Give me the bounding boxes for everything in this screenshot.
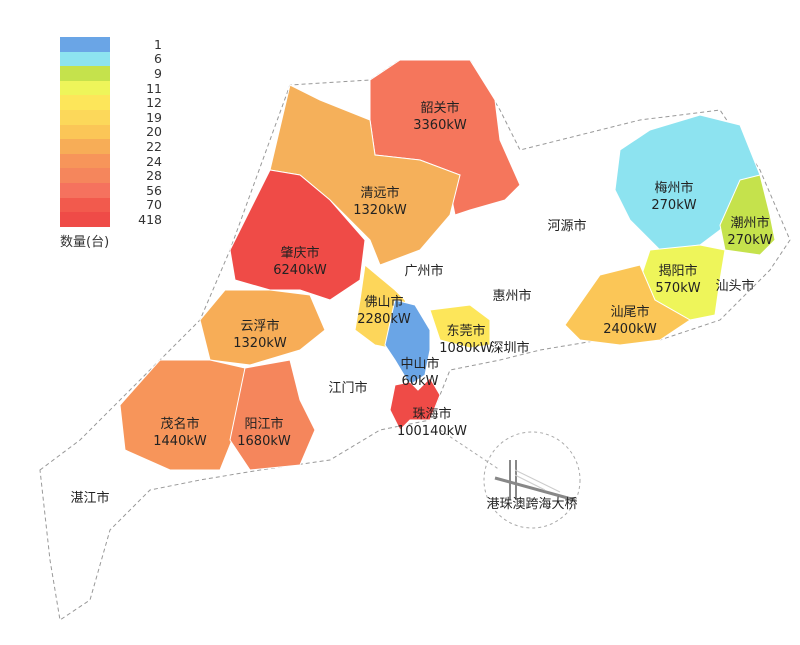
legend-value: 56 bbox=[146, 182, 162, 198]
legend-swatch bbox=[60, 139, 110, 154]
legend-item: 9 bbox=[60, 66, 162, 81]
legend: 1 6 9 11 12 19 20 22 24 28 56 70 418 数量(台) bbox=[60, 37, 162, 250]
region-value-label: 270kW bbox=[727, 233, 772, 248]
region-value-label: 1320kW bbox=[353, 203, 407, 218]
legend-item: 22 bbox=[60, 139, 162, 154]
legend-swatch bbox=[60, 168, 110, 183]
legend-value: 9 bbox=[154, 65, 162, 81]
legend-value: 24 bbox=[146, 153, 162, 169]
region-value-label: 1320kW bbox=[233, 336, 287, 351]
unfilled-region-label: 湛江市 bbox=[70, 490, 109, 506]
region-value-label: 570kW bbox=[655, 281, 700, 296]
region-value-label: 2400kW bbox=[603, 322, 657, 337]
region-name-label: 潮州市 bbox=[730, 215, 769, 231]
legend-value: 11 bbox=[146, 80, 162, 96]
region-name-label: 东莞市 bbox=[446, 323, 485, 339]
legend-value: 418 bbox=[138, 211, 162, 227]
legend-swatch bbox=[60, 95, 110, 110]
unfilled-region-label: 广州市 bbox=[404, 263, 443, 279]
region-value-label: 100140kW bbox=[397, 424, 467, 439]
legend-item: 24 bbox=[60, 154, 162, 169]
region-name-label: 茂名市 bbox=[160, 416, 199, 432]
region-name-label: 云浮市 bbox=[240, 318, 279, 334]
legend-value: 19 bbox=[146, 109, 162, 125]
region-name-label: 珠海市 bbox=[412, 406, 451, 422]
region-value-label: 1440kW bbox=[153, 434, 207, 449]
legend-swatch bbox=[60, 51, 110, 67]
region-3[interactable] bbox=[199, 289, 326, 366]
unfilled-region-label: 河源市 bbox=[547, 218, 586, 234]
legend-value: 1 bbox=[154, 36, 162, 52]
legend-item: 12 bbox=[60, 95, 162, 110]
bridge-label: 港珠澳跨海大桥 bbox=[486, 496, 577, 512]
region-5[interactable] bbox=[229, 359, 316, 471]
legend-value: 22 bbox=[146, 138, 162, 154]
legend-item: 70 bbox=[60, 197, 162, 213]
bridge-route-line bbox=[439, 429, 501, 471]
region-name-label: 揭阳市 bbox=[658, 263, 697, 279]
region-name-label: 梅州市 bbox=[654, 180, 693, 196]
region-8[interactable] bbox=[389, 377, 441, 431]
legend-swatch bbox=[60, 153, 110, 169]
legend-item: 19 bbox=[60, 110, 162, 125]
region-value-label: 1680kW bbox=[237, 434, 291, 449]
region-value-label: 3360kW bbox=[413, 118, 467, 133]
region-9[interactable] bbox=[429, 304, 491, 349]
legend-swatch bbox=[60, 197, 110, 213]
legend-swatch bbox=[60, 37, 110, 52]
region-name-label: 清远市 bbox=[360, 185, 399, 201]
unfilled-region-label: 汕头市 bbox=[715, 278, 754, 294]
legend-swatch bbox=[60, 109, 110, 125]
legend-swatch bbox=[60, 124, 110, 140]
legend-item: 1 bbox=[60, 37, 162, 52]
region-11[interactable] bbox=[719, 174, 776, 256]
legend-item: 11 bbox=[60, 81, 162, 96]
legend-item: 20 bbox=[60, 124, 162, 140]
legend-item: 6 bbox=[60, 51, 162, 67]
legend-value: 70 bbox=[146, 197, 162, 213]
legend-value: 12 bbox=[146, 95, 162, 111]
region-name-label: 佛山市 bbox=[364, 294, 403, 310]
legend-item: 28 bbox=[60, 168, 162, 183]
unfilled-region-label: 惠州市 bbox=[492, 288, 531, 304]
region-value-label: 60kW bbox=[402, 374, 439, 389]
region-7[interactable] bbox=[384, 299, 431, 386]
legend-value: 20 bbox=[146, 124, 162, 140]
legend-value: 6 bbox=[154, 51, 162, 67]
region-13[interactable] bbox=[564, 264, 691, 346]
region-2[interactable] bbox=[229, 169, 366, 301]
legend-item: 56 bbox=[60, 183, 162, 198]
region-name-label: 肇庆市 bbox=[280, 245, 319, 261]
region-name-label: 中山市 bbox=[400, 356, 439, 372]
unfilled-region-label: 深圳市 bbox=[490, 340, 529, 356]
region-value-label: 270kW bbox=[651, 198, 696, 213]
legend-swatch bbox=[60, 80, 110, 96]
legend-value: 28 bbox=[146, 168, 162, 184]
region-value-label: 6240kW bbox=[273, 263, 327, 278]
region-name-label: 阳江市 bbox=[244, 416, 283, 432]
legend-item: 418 bbox=[60, 212, 162, 227]
bridge-icon bbox=[494, 460, 576, 502]
legend-title: 数量(台) bbox=[60, 234, 110, 250]
region-value-label: 1080kW bbox=[439, 341, 493, 356]
region-4[interactable] bbox=[119, 359, 246, 471]
region-name-label: 汕尾市 bbox=[610, 304, 649, 320]
bridge-circle bbox=[483, 431, 581, 529]
unfilled-region-label: 江门市 bbox=[328, 380, 367, 396]
legend-swatch bbox=[60, 182, 110, 198]
region-value-label: 2280kW bbox=[357, 312, 411, 327]
legend-swatch bbox=[60, 66, 110, 81]
region-name-label: 韶关市 bbox=[420, 100, 459, 116]
legend-swatch bbox=[60, 212, 110, 227]
